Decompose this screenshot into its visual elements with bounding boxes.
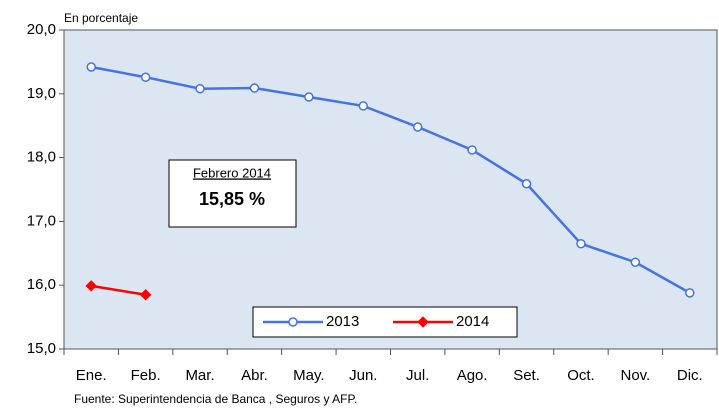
marker bbox=[576, 238, 586, 249]
x-tick-label: Nov. bbox=[621, 367, 651, 384]
x-tick-label: Oct. bbox=[567, 367, 595, 384]
marker bbox=[139, 289, 152, 301]
annotation-value: 15,85 % bbox=[199, 189, 265, 209]
marker bbox=[685, 288, 695, 298]
y-axis-label: En porcentaje bbox=[64, 11, 138, 25]
x-tick-label: Jul. bbox=[406, 367, 429, 384]
marker bbox=[249, 83, 260, 93]
x-tick-label: Ene. bbox=[76, 367, 107, 384]
plot-area bbox=[63, 29, 718, 350]
marker bbox=[85, 280, 97, 292]
x-tick-label: Feb. bbox=[131, 367, 161, 384]
marker bbox=[140, 72, 151, 82]
legend-marker bbox=[288, 317, 298, 327]
x-tick-label: Set. bbox=[513, 367, 540, 384]
y-tick-label: 19,0 bbox=[27, 85, 56, 102]
y-tick-label: 17,0 bbox=[27, 212, 56, 229]
x-tick-label: Dic. bbox=[677, 367, 703, 384]
marker bbox=[195, 83, 205, 94]
y-tick-label: 15,0 bbox=[27, 340, 56, 357]
source: Fuente: Superintendencia de Banca , Segu… bbox=[74, 392, 357, 406]
marker bbox=[358, 101, 369, 111]
y-tick-label: 16,0 bbox=[27, 276, 56, 293]
x-tick-label: Mar. bbox=[185, 367, 214, 384]
legend-marker bbox=[417, 316, 429, 328]
marker bbox=[86, 62, 96, 72]
x-tick-label: Jun. bbox=[349, 367, 377, 384]
marker bbox=[304, 92, 314, 102]
marker bbox=[467, 145, 477, 155]
annotation-box bbox=[168, 159, 297, 228]
legend-label: 2014 bbox=[456, 313, 489, 330]
x-tick-label: Abr. bbox=[241, 367, 268, 384]
series-line bbox=[91, 284, 146, 297]
marker bbox=[630, 257, 641, 267]
x-tick-label: May. bbox=[293, 367, 324, 384]
y-tick-label: 18,0 bbox=[27, 149, 56, 166]
annotation-title: Febrero 2014 bbox=[193, 165, 271, 180]
marker bbox=[521, 179, 532, 189]
x-tick-label: Ago. bbox=[457, 367, 488, 384]
marker bbox=[412, 122, 423, 132]
legend-label: 2013 bbox=[326, 313, 359, 330]
series-line bbox=[90, 65, 691, 294]
y-tick-label: 20,0 bbox=[27, 21, 56, 38]
